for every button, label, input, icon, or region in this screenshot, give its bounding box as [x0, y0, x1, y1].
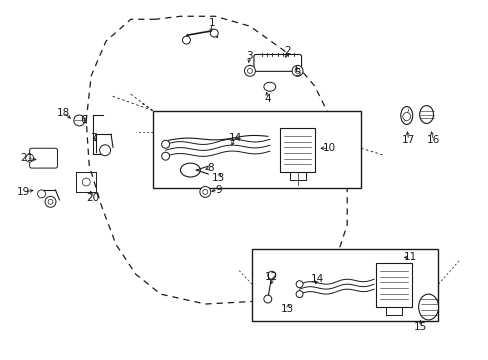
Text: 10: 10 — [322, 143, 335, 153]
Circle shape — [294, 68, 300, 73]
Text: 1: 1 — [208, 18, 215, 28]
Text: 13: 13 — [211, 173, 224, 183]
Circle shape — [82, 178, 90, 186]
Text: 18: 18 — [57, 108, 70, 117]
Ellipse shape — [400, 107, 412, 125]
Text: 15: 15 — [413, 322, 427, 332]
Circle shape — [264, 295, 271, 303]
Circle shape — [402, 113, 410, 121]
Text: 7: 7 — [90, 133, 96, 143]
Text: 8: 8 — [206, 163, 213, 173]
Bar — [375, 264, 411, 307]
Circle shape — [244, 66, 255, 76]
Text: 11: 11 — [403, 252, 416, 262]
Circle shape — [203, 189, 207, 194]
Text: 6: 6 — [80, 116, 86, 126]
Circle shape — [38, 190, 45, 198]
Text: 2: 2 — [284, 46, 290, 56]
Circle shape — [26, 154, 34, 162]
Text: 4: 4 — [264, 94, 270, 104]
Text: 14: 14 — [228, 133, 241, 143]
Circle shape — [162, 140, 169, 148]
Circle shape — [74, 115, 84, 126]
Ellipse shape — [180, 163, 200, 177]
Circle shape — [100, 145, 110, 156]
Text: 20: 20 — [86, 193, 100, 203]
FancyBboxPatch shape — [253, 54, 301, 71]
Text: 16: 16 — [426, 135, 439, 145]
Circle shape — [162, 152, 169, 160]
Circle shape — [45, 196, 56, 207]
FancyBboxPatch shape — [30, 148, 57, 168]
Circle shape — [296, 291, 303, 298]
Circle shape — [291, 66, 303, 76]
Bar — [251, 249, 438, 321]
Text: 14: 14 — [310, 274, 324, 284]
Bar — [279, 129, 315, 172]
Text: 12: 12 — [264, 272, 278, 282]
Circle shape — [247, 68, 252, 73]
Text: 3: 3 — [246, 51, 253, 61]
Ellipse shape — [264, 82, 275, 91]
Bar — [152, 111, 360, 188]
Circle shape — [200, 186, 210, 197]
Text: 9: 9 — [214, 185, 221, 195]
Circle shape — [210, 29, 218, 37]
Text: 21: 21 — [20, 153, 33, 163]
Text: 13: 13 — [281, 304, 294, 314]
Text: 17: 17 — [401, 135, 414, 145]
Circle shape — [48, 199, 53, 204]
Circle shape — [296, 281, 303, 288]
Circle shape — [182, 36, 190, 44]
Text: 19: 19 — [17, 187, 30, 197]
Circle shape — [267, 271, 275, 279]
Text: 5: 5 — [294, 68, 300, 78]
Ellipse shape — [419, 105, 433, 123]
Ellipse shape — [418, 294, 438, 320]
